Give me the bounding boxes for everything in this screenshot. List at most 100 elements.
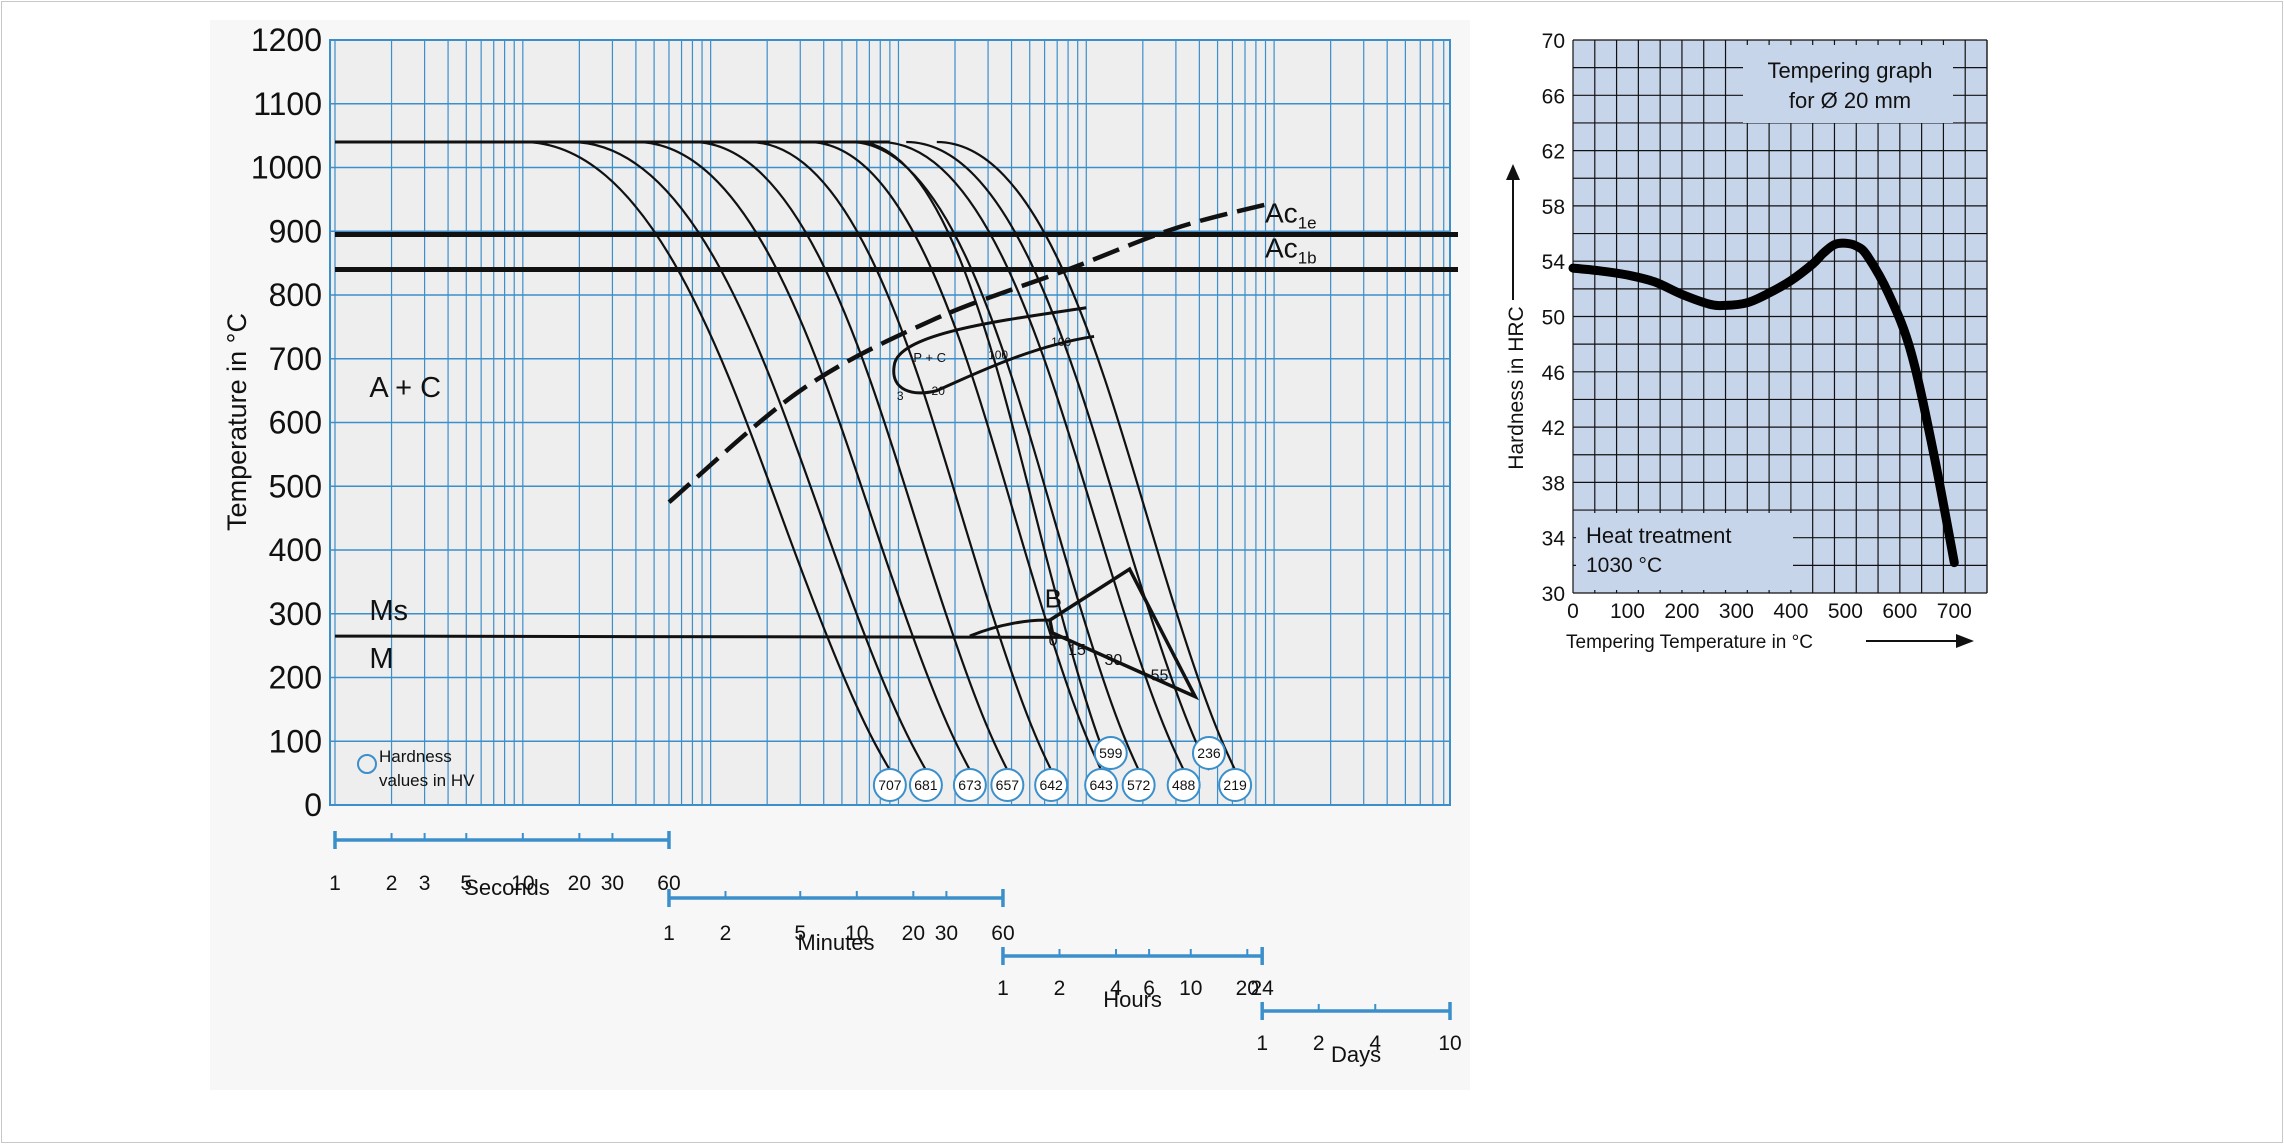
bainite-value: 15 [1068,642,1086,659]
tempering-y-tick-label: 46 [1542,362,1565,385]
cct-regions: 3 20 100 100 0 15 30 55 [667,200,1275,701]
legend-text-line1: Hardness [379,747,452,766]
tempering-y-tick-label: 54 [1542,251,1566,274]
time-axis-tick-label: 1 [1256,1032,1268,1055]
pearlite-region-boundary [892,306,1095,395]
cct-y-tick-label: 400 [269,532,322,568]
time-axis-tick-label: 20 [568,872,591,895]
tempering-x-axis-label: Tempering Temperature in °C [1566,632,1813,653]
time-axis-name: Minutes [797,930,874,955]
cct-y-axis-label: Temperature in °C [222,313,252,531]
time-axis-tick-label: 1 [329,872,341,895]
hardness-circle [1084,768,1119,802]
hardness-circle [1191,736,1226,770]
cct-y-tick-label: 1000 [251,150,322,186]
tempering-annotations: Tempering graph for Ø 20 mm Heat treatme… [1576,45,1953,590]
pearlite-value: 100 [1051,335,1071,349]
time-axis-tick-label: 60 [657,872,680,895]
tempering-title-line1: Tempering graph [1767,58,1932,83]
time-axis-tick-label: 2 [1054,977,1066,1000]
hardness-value: 681 [914,777,938,793]
time-axis-tick-label: 20 [902,922,925,945]
region-label: Ms [369,595,408,627]
hardness-value: 657 [996,777,1020,793]
time-axis-tick-label: 10 [1179,977,1202,1000]
tempering-x-tick-label: 600 [1882,600,1917,623]
tempering-annotation-line2: 1030 °C [1586,554,1662,577]
hardness-value: 572 [1127,777,1151,793]
tempering-y-axis-label: Hardness in HRC [1505,306,1528,469]
ms-line [334,634,1069,639]
tempering-hardness-curve [1568,238,1959,568]
time-axis-tick-label: 60 [991,922,1014,945]
cooling-curve [856,140,1112,771]
time-axis-tick-label: 5 [794,922,806,945]
tempering-y-tick-label: 66 [1542,85,1565,108]
tempering-y-tick-label: 42 [1542,417,1565,440]
time-axis-tick-label: 1 [663,922,675,945]
time-axis-tick-label: 2 [1313,1032,1325,1055]
cct-legend: Hardness values in HV [357,747,475,790]
hardness-value: 236 [1197,745,1221,761]
time-axis-tick-label: 6 [1143,977,1155,1000]
cct-y-tick-label: 700 [269,341,322,377]
hardness-value: 673 [958,777,982,793]
tempering-y-tick-label: 34 [1542,528,1566,551]
cct-y-tick-label: 800 [269,277,322,313]
hardness-circle [990,768,1025,802]
hardness-circle [1166,768,1201,802]
cooling-curve [936,140,1237,771]
cct-y-tick-label: 100 [269,723,322,759]
legend-text-line2: values in HV [379,771,475,790]
tempering-y-tick-label: 50 [1542,307,1565,330]
cct-cooling-curves [335,140,1237,771]
hardness-circle [952,768,987,802]
time-axis-tick-label: 4 [1369,1032,1381,1055]
hardness-circle [908,768,943,802]
tempering-y-tick-label: 58 [1542,196,1565,219]
time-axis-tick-label: 5 [460,872,472,895]
cooling-curve [748,140,1053,771]
hardness-circle [1034,768,1069,802]
cooling-curve [849,140,1140,771]
pearlite-value: 3 [897,389,904,403]
tempering-y-tick-label: 38 [1542,472,1565,495]
cct-y-tick-label: 900 [269,213,322,249]
bainite-value: 0 [1049,633,1058,650]
region-label-pc: P + C [913,350,946,365]
time-axis-tick-label: 4 [1110,977,1122,1000]
tempering-y-arrow-head [1506,164,1520,180]
region-label: M [369,643,393,675]
bainite-value: 30 [1104,652,1122,669]
tempering-x-tick-label: 500 [1828,600,1863,623]
cooling-curve [570,140,927,771]
tempering-y-tick-label: 30 [1542,583,1565,606]
hardness-value: 642 [1039,777,1063,793]
region-label: A + C [369,372,441,404]
cct-y-tick-label: 0 [304,787,322,823]
cct-y-tick-label: 300 [269,596,322,632]
cct-y-tick-label: 1200 [251,22,322,58]
legend-circle-symbol [357,754,377,774]
time-axis-tick-label: 20 [1236,977,1259,1000]
tempering-annotation-box [1576,513,1793,590]
time-axis-tick-label: 10 [845,922,868,945]
tempering-title-line2: for Ø 20 mm [1789,88,1911,113]
tempering-annotation-line1: Heat treatment [1586,523,1732,548]
cooling-curve [635,140,971,771]
cooling-curve [692,140,1009,771]
region-label-b: B [1045,583,1062,613]
time-axis-tick-label: 2 [720,922,732,945]
pearlite-value: 100 [988,348,1008,362]
tempering-x-tick-label: 200 [1664,600,1699,623]
tempering-x-tick-label: 700 [1937,600,1972,623]
carbide-precipitation-line [667,200,1275,504]
hardness-circle [1093,736,1128,770]
bainite-region-boundary [1047,566,1200,701]
hardness-circle [1218,768,1253,802]
cooling-curve [880,140,1185,771]
time-axis-name: Seconds [464,875,550,900]
